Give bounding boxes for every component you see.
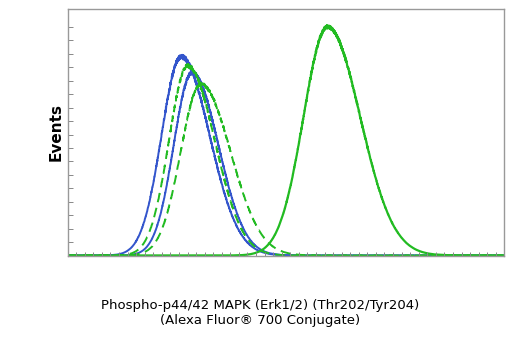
Text: Phospho-p44/42 MAPK (Erk1/2) (Thr202/Tyr204)
(Alexa Fluor® 700 Conjugate): Phospho-p44/42 MAPK (Erk1/2) (Thr202/Tyr… — [101, 299, 419, 327]
Y-axis label: Events: Events — [48, 103, 63, 161]
